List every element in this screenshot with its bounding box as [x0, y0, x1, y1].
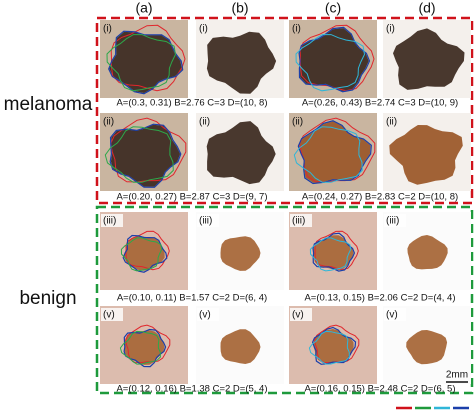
panel-tag: (iii) [292, 216, 305, 227]
contour [293, 126, 363, 183]
benign-box [95, 205, 474, 395]
contour [299, 117, 376, 183]
panel-tag: (v) [386, 310, 398, 321]
lesion [313, 235, 354, 270]
tag-bg [197, 214, 219, 227]
contour [119, 330, 161, 365]
lesion [393, 28, 465, 90]
lesion [220, 329, 261, 364]
panel-tag: (ii) [199, 117, 210, 128]
caption: A=(0.13, 0.15) B=2.06 C=2 D=(4, 4) [304, 293, 455, 304]
lesion [299, 28, 369, 92]
contour [110, 117, 187, 183]
lesion [206, 31, 277, 94]
lesion [124, 330, 165, 365]
lesion [299, 121, 371, 183]
contour [109, 123, 182, 188]
contour [298, 26, 371, 93]
caption: A=(0.16, 0.15) B=2.48 C=2 D=(6, 5) [304, 384, 455, 395]
lesion [313, 329, 354, 364]
panel-tag: (ii) [292, 117, 303, 128]
tag-bg [290, 308, 312, 321]
caption: A=(0.20, 0.27) B=2.87 C=3 D=(9, 7) [116, 192, 267, 203]
lesion [124, 236, 165, 271]
contour [110, 24, 186, 92]
panel-tag: (v) [103, 310, 115, 321]
panel-tag: (iii) [103, 216, 116, 227]
lesion [206, 121, 276, 185]
panel-tag: (i) [199, 24, 208, 35]
caption: A=(0.10, 0.11) B=1.57 C=2 D=(6, 4) [117, 293, 267, 304]
tag-bg [101, 214, 123, 227]
panel-tag: (ii) [103, 117, 114, 128]
contour [108, 30, 184, 95]
tag-bg [384, 214, 406, 227]
contour [314, 324, 360, 364]
group-label: melanoma [4, 94, 93, 115]
contour [295, 34, 366, 92]
contour [312, 232, 356, 272]
column-header: (d) [418, 0, 435, 16]
scale-label: 2mm [446, 370, 468, 381]
tag-bg [384, 308, 406, 321]
column-header: (a) [135, 0, 152, 16]
panel-tag: (v) [199, 310, 211, 321]
contour [122, 234, 168, 273]
lesion [220, 236, 261, 271]
contour [308, 330, 350, 365]
lesion [406, 330, 448, 365]
contour [297, 120, 372, 185]
panel-tag: (i) [386, 24, 395, 35]
lesion [389, 125, 463, 185]
panel-tag: (i) [292, 24, 301, 35]
contour [314, 230, 359, 271]
contour [104, 126, 174, 183]
caption: A=(0.24, 0.27) B=2.83 C=2 D=(10, 8) [302, 192, 458, 203]
panel-tag: (i) [103, 24, 112, 35]
caption: A=(0.12, 0.16) B=1.38 C=2 D=(5, 4) [116, 384, 267, 395]
tag-bg [101, 308, 123, 321]
lesion [109, 31, 182, 93]
contour [299, 24, 375, 92]
contour [123, 328, 167, 368]
caption: A=(0.3, 0.31) B=2.76 C=3 D=(10, 8) [116, 98, 267, 109]
panel-tag: (ii) [386, 117, 397, 128]
lesion [407, 235, 448, 270]
contour [106, 34, 177, 92]
melanoma-box [95, 16, 474, 205]
column-header: (b) [231, 0, 248, 16]
tag-bg [290, 214, 312, 227]
tag-bg [197, 308, 219, 321]
contour [309, 237, 352, 272]
panel-tag: (iii) [199, 216, 212, 227]
lesion [110, 124, 181, 187]
caption: A=(0.26, 0.43) B=2.74 C=3 D=(10, 9) [302, 98, 458, 109]
column-header: (c) [325, 0, 341, 16]
contour [120, 237, 163, 272]
group-label: benign [19, 288, 76, 309]
panel-tag: (iii) [386, 216, 399, 227]
panel-tag: (v) [292, 310, 304, 321]
